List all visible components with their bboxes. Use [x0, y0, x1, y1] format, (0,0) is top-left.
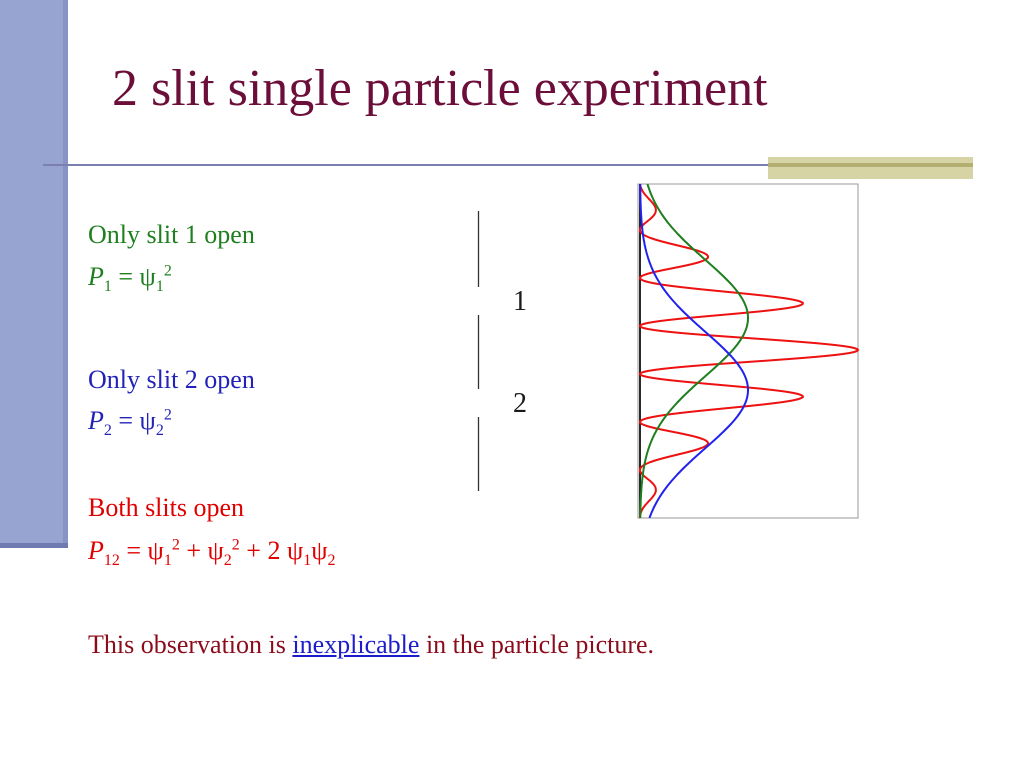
slit1-eq-psi-sup: 2 [163, 262, 172, 280]
slit2-equation: P2 = ψ22 [88, 406, 172, 440]
both-eq-t2-sub: 2 [223, 552, 232, 570]
plot-frame [637, 183, 859, 519]
slit1-eq-p-sub: 1 [103, 278, 112, 296]
both-eq-t3-sub: 1 [303, 552, 312, 570]
slit2-probability-curve [639, 184, 749, 519]
observation-before: This observation is [88, 630, 293, 659]
slit2-eq-rhs: = ψ [111, 406, 156, 435]
observation-after: in the particle picture. [419, 630, 655, 659]
both-eq-t1-sup: 2 [171, 536, 180, 554]
slit1-equation: P1 = ψ12 [88, 262, 172, 296]
title-accent-line [768, 163, 973, 167]
intensity-pattern-plot [637, 183, 860, 519]
slit1-label: Only slit 1 open [88, 220, 255, 249]
slit2-label: Only slit 2 open [88, 365, 255, 394]
title-accent-bar [768, 157, 973, 179]
both-eq-t3: + 2 ψ [239, 536, 304, 565]
both-eq-t2: + ψ [179, 536, 224, 565]
slit1-eq-rhs: = ψ [111, 262, 156, 291]
slit1-eq-psi-sub: 1 [155, 278, 164, 296]
slit1-eq-p: P [88, 262, 104, 291]
both-eq-t1: = ψ [119, 536, 164, 565]
slit2-eq-p-sub: 2 [103, 422, 112, 440]
title-underline [43, 164, 973, 166]
observation-text: This observation is inexplicable in the … [88, 630, 654, 660]
slit1-probability-curve [639, 183, 749, 518]
both-slits-equation: P12 = ψ12 + ψ22 + 2 ψ1ψ2 [88, 536, 336, 570]
both-eq-p: P [88, 536, 104, 565]
slit-1-number: 1 [513, 286, 527, 317]
slit2-eq-psi-sub: 2 [155, 422, 164, 440]
both-eq-t1-sub: 1 [163, 552, 172, 570]
slit2-eq-psi-sup: 2 [163, 406, 172, 424]
both-eq-p-sub: 12 [103, 552, 120, 570]
slit2-eq-p: P [88, 406, 104, 435]
both-slits-label: Both slits open [88, 493, 245, 522]
both-eq-t2-sup: 2 [231, 536, 240, 554]
sidebar-decoration [0, 0, 68, 548]
slit-2-number: 2 [513, 388, 527, 419]
slit-barrier [477, 211, 480, 491]
both-eq-t4-sub: 2 [327, 552, 336, 570]
slide-title: 2 slit single particle experiment [112, 60, 768, 117]
both-eq-t4: ψ [311, 536, 328, 565]
sidebar-shadow [0, 543, 68, 548]
sidebar-edge [63, 0, 68, 548]
inexplicable-link[interactable]: inexplicable [292, 630, 420, 659]
interference-curve [638, 183, 860, 518]
